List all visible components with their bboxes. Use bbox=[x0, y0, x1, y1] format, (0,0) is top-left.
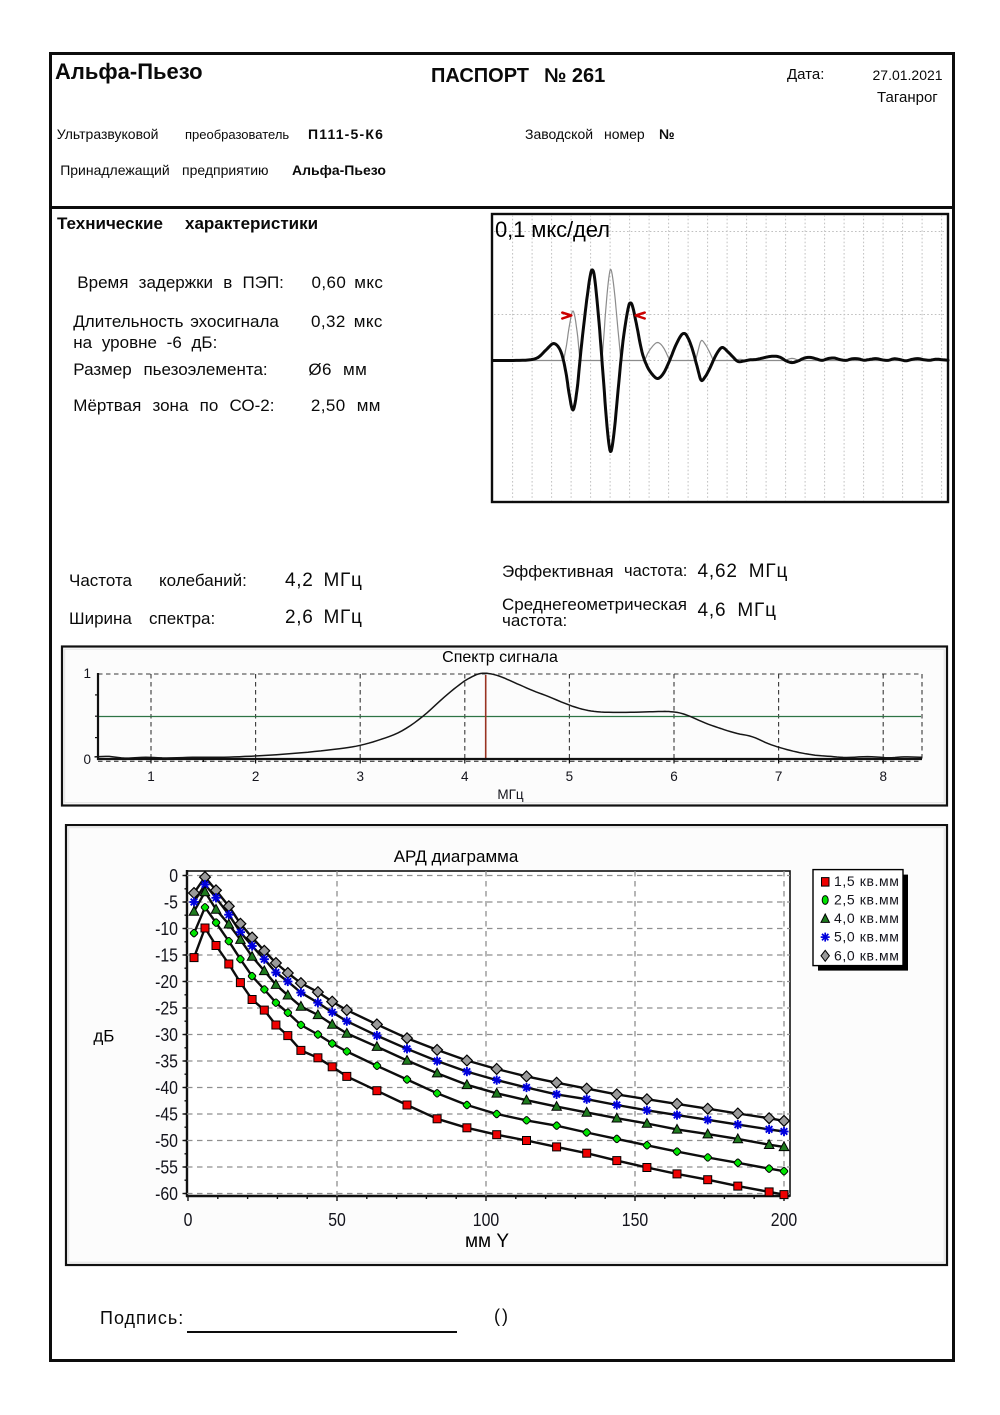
svg-text:3: 3 bbox=[356, 769, 364, 784]
svg-text:0,1 мкс/дел: 0,1 мкс/дел bbox=[495, 217, 610, 242]
svg-text:6,0 кв.мм: 6,0 кв.мм bbox=[834, 947, 899, 963]
svg-text:0: 0 bbox=[83, 752, 91, 767]
svg-text:-5: -5 bbox=[164, 893, 178, 913]
svg-text:50: 50 bbox=[328, 1210, 346, 1230]
svg-text:5: 5 bbox=[566, 769, 574, 784]
svg-text:мм Y: мм Y bbox=[465, 1231, 509, 1252]
svg-text:150: 150 bbox=[622, 1210, 648, 1230]
svg-text:-60: -60 bbox=[155, 1184, 178, 1204]
svg-text:-20: -20 bbox=[155, 972, 178, 992]
svg-text:-55: -55 bbox=[155, 1158, 178, 1178]
svg-text:0: 0 bbox=[169, 866, 178, 886]
svg-text:-45: -45 bbox=[155, 1105, 178, 1125]
svg-text:1: 1 bbox=[83, 666, 91, 681]
svg-text:2,5 кв.мм: 2,5 кв.мм bbox=[834, 892, 899, 908]
svg-text:2: 2 bbox=[252, 769, 260, 784]
svg-text:4,0 кв.мм: 4,0 кв.мм bbox=[834, 910, 899, 926]
svg-text:-40: -40 bbox=[155, 1078, 178, 1098]
svg-text:8: 8 bbox=[879, 769, 887, 784]
svg-text:-35: -35 bbox=[155, 1052, 178, 1072]
svg-text:5,0 кв.мм: 5,0 кв.мм bbox=[834, 929, 899, 945]
svg-text:-10: -10 bbox=[155, 919, 178, 939]
svg-text:-15: -15 bbox=[155, 946, 178, 966]
svg-text:4: 4 bbox=[461, 769, 469, 784]
svg-text:-25: -25 bbox=[155, 999, 178, 1019]
svg-text:1: 1 bbox=[147, 769, 155, 784]
svg-text:АРД диаграмма: АРД диаграмма bbox=[394, 847, 519, 866]
svg-text:дБ: дБ bbox=[93, 1026, 114, 1045]
svg-text:-50: -50 bbox=[155, 1131, 178, 1151]
svg-text:МГц: МГц bbox=[497, 787, 524, 802]
svg-text:1,5 кв.мм: 1,5 кв.мм bbox=[834, 873, 899, 889]
svg-text:200: 200 bbox=[771, 1210, 797, 1230]
svg-text:6: 6 bbox=[670, 769, 678, 784]
svg-text:0: 0 bbox=[184, 1210, 193, 1230]
svg-text:100: 100 bbox=[473, 1210, 499, 1230]
svg-text:-30: -30 bbox=[155, 1025, 178, 1045]
svg-text:Спектр сигнала: Спектр сигнала bbox=[442, 649, 558, 666]
svg-text:7: 7 bbox=[775, 769, 783, 784]
